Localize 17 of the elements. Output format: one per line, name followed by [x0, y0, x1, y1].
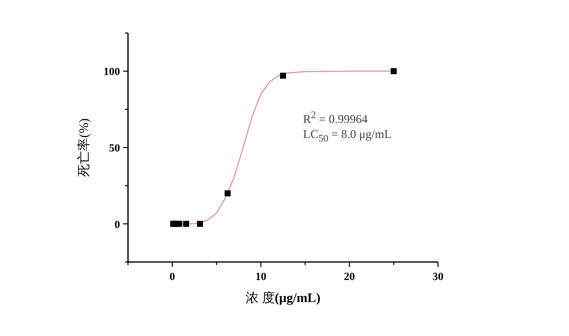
annotation: LC$_{50}$ = 8.0 μg/mL	[303, 127, 392, 144]
y-tick-label: 100	[104, 66, 120, 78]
point	[183, 220, 190, 227]
x-tick-label: 30	[432, 271, 444, 283]
y-tick-label: 50	[109, 142, 120, 154]
point	[176, 220, 182, 227]
x-axis-title: 浓 度(μg/mL)	[246, 290, 320, 305]
x-tick-label: 0	[170, 271, 176, 283]
point	[197, 220, 204, 227]
y-tick-label: 0	[114, 218, 120, 231]
annotation: R$^{2}$ = 0.99964	[303, 110, 368, 127]
x-tick-label: 20	[344, 271, 356, 283]
point	[224, 190, 231, 196]
y-axis-title: 死亡率(%)	[76, 118, 91, 177]
point	[280, 72, 286, 79]
x-tick-label: 10	[255, 271, 267, 283]
point	[390, 68, 397, 74]
